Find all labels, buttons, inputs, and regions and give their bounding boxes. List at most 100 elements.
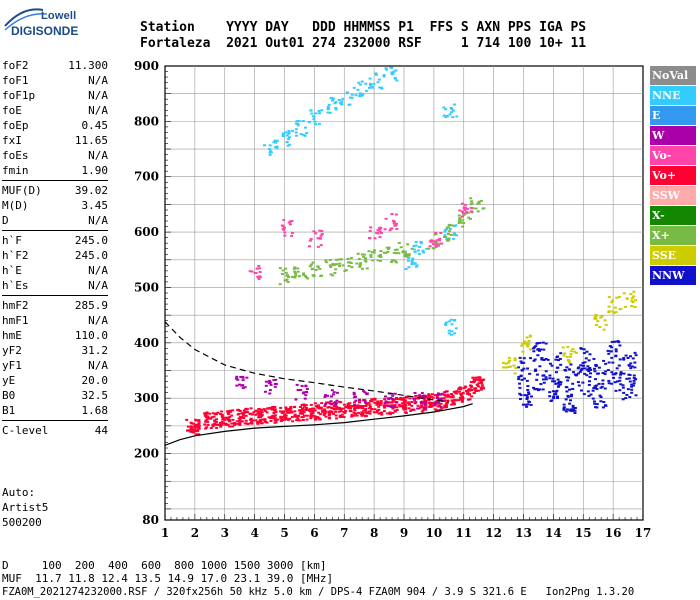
- echo-point: [206, 415, 210, 418]
- echo-point: [376, 259, 380, 262]
- echo-point: [300, 403, 304, 406]
- echo-point: [597, 382, 601, 385]
- echo-point: [413, 250, 417, 253]
- echo-point: [433, 403, 437, 406]
- echo-point: [312, 118, 316, 121]
- echo-point: [375, 411, 379, 414]
- echo-point: [293, 270, 297, 273]
- echo-point: [327, 414, 331, 417]
- echo-point: [466, 390, 470, 393]
- echo-point: [287, 275, 291, 278]
- echo-point: [603, 373, 607, 376]
- echo-point: [431, 396, 435, 399]
- echo-point: [316, 245, 320, 248]
- echo-point: [185, 429, 189, 432]
- echo-point: [335, 263, 339, 266]
- echo-point: [320, 109, 324, 112]
- echo-point: [470, 200, 474, 203]
- echo-point: [569, 408, 573, 411]
- echo-point: [245, 410, 249, 413]
- echo-point: [334, 408, 338, 411]
- echo-point: [410, 259, 414, 262]
- echo-point: [307, 121, 311, 124]
- echo-point: [416, 397, 420, 400]
- echo-point: [311, 261, 315, 264]
- echo-point: [450, 399, 454, 402]
- echo-point: [518, 382, 522, 385]
- echo-point: [297, 120, 301, 123]
- echo-point: [403, 250, 407, 253]
- echo-point: [298, 412, 302, 415]
- echo-point: [452, 103, 456, 106]
- param-row: C-level 44: [2, 423, 108, 438]
- echo-point: [425, 396, 429, 399]
- echo-point: [335, 399, 339, 402]
- param-value: 44: [94, 424, 108, 437]
- echo-point: [196, 423, 200, 426]
- echo-point: [350, 96, 354, 99]
- echo-point: [241, 387, 245, 390]
- param-row: h`F2 245.0: [2, 248, 108, 263]
- echo-point: [367, 86, 371, 89]
- echo-point: [407, 254, 411, 257]
- echo-point: [507, 356, 511, 359]
- echo-point: [262, 408, 266, 411]
- echo-point: [274, 141, 278, 144]
- echo-point: [391, 259, 395, 262]
- echo-cluster: [292, 266, 310, 280]
- param-value: 245.0: [74, 249, 108, 262]
- echo-point: [395, 227, 399, 230]
- echo-point: [594, 386, 598, 389]
- echo-point: [442, 397, 446, 400]
- echo-point: [353, 405, 357, 408]
- echo-point: [556, 385, 560, 388]
- echo-point: [285, 418, 289, 421]
- echo-point: [389, 405, 393, 408]
- echo-point: [238, 421, 242, 424]
- echo-point: [429, 405, 433, 408]
- param-value: 110.0: [74, 329, 108, 342]
- echo-point: [459, 392, 463, 395]
- echo-point: [625, 297, 629, 300]
- echo-point: [299, 388, 303, 391]
- echo-point: [197, 433, 201, 436]
- echo-point: [272, 411, 276, 414]
- echo-point: [571, 406, 575, 409]
- echo-point: [309, 238, 313, 241]
- echo-point: [587, 394, 591, 397]
- echo-point: [587, 380, 591, 383]
- echo-point: [194, 433, 198, 436]
- legend-item: SSE: [650, 246, 696, 265]
- echo-point: [634, 394, 638, 397]
- echo-point: [302, 404, 306, 407]
- echo-point: [303, 134, 307, 137]
- echo-point: [212, 423, 216, 426]
- echo-point: [258, 413, 262, 416]
- echo-point: [621, 386, 625, 389]
- echo-point: [352, 86, 356, 89]
- echo-point: [594, 378, 598, 381]
- echo-point: [410, 404, 414, 407]
- echo-point: [313, 418, 317, 421]
- echo-point: [237, 383, 241, 386]
- echo-point: [274, 411, 278, 414]
- echo-point: [349, 256, 353, 259]
- param-value: 3.45: [81, 199, 109, 212]
- echo-point: [291, 129, 295, 132]
- echo-point: [439, 408, 443, 411]
- echo-point: [459, 396, 463, 399]
- echo-point: [353, 395, 357, 398]
- echo-point: [297, 275, 301, 278]
- echo-point: [390, 260, 394, 263]
- echo-point: [368, 77, 372, 80]
- echo-cluster: [262, 405, 280, 424]
- echo-point: [573, 373, 577, 376]
- echo-point: [410, 247, 414, 250]
- echo-point: [378, 228, 382, 231]
- echo-point: [564, 386, 568, 389]
- echo-point: [268, 153, 272, 156]
- echo-point: [576, 372, 580, 375]
- echo-point: [461, 225, 465, 228]
- echo-point: [295, 120, 299, 123]
- echo-point: [428, 245, 432, 248]
